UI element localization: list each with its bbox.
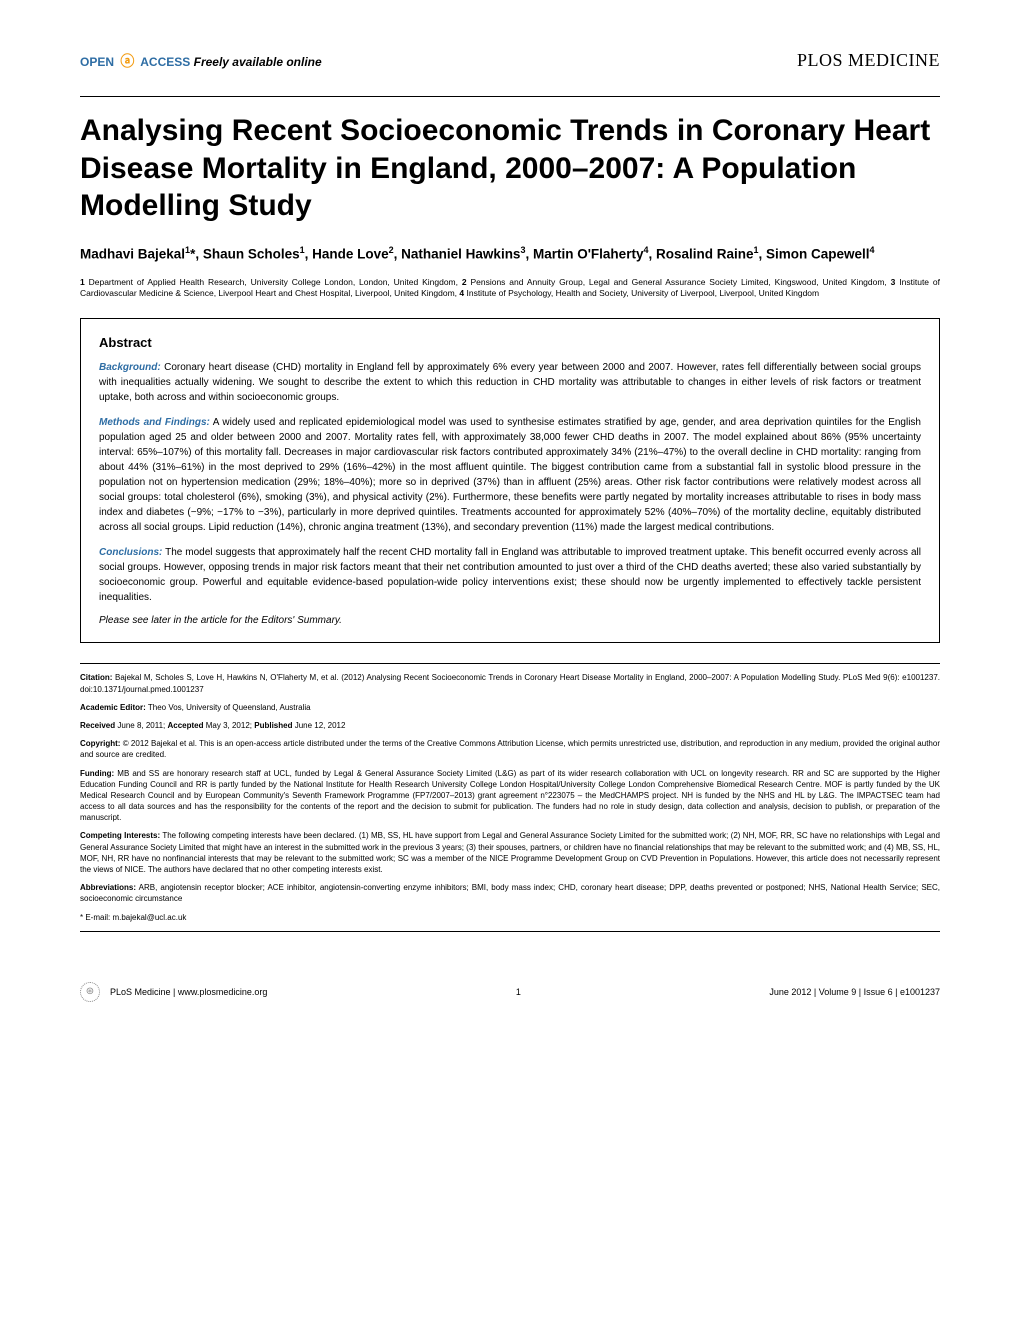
conclusions-text: The model suggests that approximately ha… bbox=[99, 547, 921, 603]
footer-issue-info: June 2012 | Volume 9 | Issue 6 | e100123… bbox=[769, 987, 940, 997]
abstract-conclusions: Conclusions: The model suggests that app… bbox=[99, 545, 921, 605]
affiliations: 1 Department of Applied Health Research,… bbox=[80, 277, 940, 301]
copyright-label: Copyright: bbox=[80, 739, 120, 748]
competing-text: The following competing interests have b… bbox=[80, 831, 940, 874]
email-label: * E-mail: bbox=[80, 913, 110, 922]
plos-icon: ⊛ bbox=[80, 982, 100, 1002]
copyright-text: © 2012 Bajekal et al. This is an open-ac… bbox=[80, 739, 940, 759]
meta-divider-top bbox=[80, 663, 940, 664]
funding-text: MB and SS are honorary research staff at… bbox=[80, 769, 940, 823]
published-text: June 12, 2012 bbox=[295, 721, 346, 730]
dates-block: Received June 8, 2011; Accepted May 3, 2… bbox=[80, 720, 940, 731]
editor-label: Academic Editor: bbox=[80, 703, 146, 712]
competing-interests-block: Competing Interests: The following compe… bbox=[80, 830, 940, 875]
footer-left: ⊛ PLoS Medicine | www.plosmedicine.org bbox=[80, 982, 267, 1002]
received-text: June 8, 2011; bbox=[117, 721, 165, 730]
methods-label: Methods and Findings: bbox=[99, 417, 210, 428]
editor-block: Academic Editor: Theo Vos, University of… bbox=[80, 702, 940, 713]
page-footer: ⊛ PLoS Medicine | www.plosmedicine.org 1… bbox=[80, 982, 940, 1002]
accepted-text: May 3, 2012; bbox=[206, 721, 252, 730]
journal-medicine: MEDICINE bbox=[848, 50, 940, 70]
abbreviations-block: Abbreviations: ARB, angiotensin receptor… bbox=[80, 882, 940, 904]
abbrev-label: Abbreviations: bbox=[80, 883, 136, 892]
abstract-methods: Methods and Findings: A widely used and … bbox=[99, 415, 921, 535]
freely-available-label: Freely available online bbox=[194, 55, 322, 69]
competing-label: Competing Interests: bbox=[80, 831, 160, 840]
email-text: m.bajekal@ucl.ac.uk bbox=[112, 913, 186, 922]
abstract-box: Abstract Background: Coronary heart dise… bbox=[80, 318, 940, 643]
author-list: Madhavi Bajekal1*, Shaun Scholes1, Hande… bbox=[80, 243, 940, 265]
abbrev-text: ARB, angiotensin receptor blocker; ACE i… bbox=[80, 883, 940, 903]
citation-text: Bajekal M, Scholes S, Love H, Hawkins N,… bbox=[80, 673, 940, 693]
funding-label: Funding: bbox=[80, 769, 114, 778]
editors-summary-note: Please see later in the article for the … bbox=[99, 615, 921, 626]
footer-page-number: 1 bbox=[516, 987, 521, 997]
funding-block: Funding: MB and SS are honorary research… bbox=[80, 768, 940, 824]
published-label: Published bbox=[254, 721, 292, 730]
abstract-heading: Abstract bbox=[99, 335, 921, 350]
header-divider bbox=[80, 96, 940, 97]
conclusions-label: Conclusions: bbox=[99, 547, 162, 558]
open-access-icon: ⓐ bbox=[120, 53, 134, 69]
received-label: Received bbox=[80, 721, 115, 730]
article-title: Analysing Recent Socioeconomic Trends in… bbox=[80, 112, 940, 225]
footer-journal-site: PLoS Medicine | www.plosmedicine.org bbox=[110, 987, 267, 997]
page-header: OPEN ⓐ ACCESS Freely available online PL… bbox=[80, 50, 940, 71]
meta-divider-bottom bbox=[80, 931, 940, 932]
corresponding-email-block: * E-mail: m.bajekal@ucl.ac.uk bbox=[80, 912, 940, 923]
access-label: ACCESS bbox=[140, 55, 190, 69]
accepted-label: Accepted bbox=[168, 721, 204, 730]
citation-label: Citation: bbox=[80, 673, 112, 682]
background-text: Coronary heart disease (CHD) mortality i… bbox=[99, 362, 921, 403]
open-access-badge: OPEN ⓐ ACCESS Freely available online bbox=[80, 51, 322, 71]
journal-plos: PLOS bbox=[797, 50, 843, 70]
editor-text: Theo Vos, University of Queensland, Aust… bbox=[148, 703, 311, 712]
copyright-block: Copyright: © 2012 Bajekal et al. This is… bbox=[80, 738, 940, 760]
journal-name: PLOS MEDICINE bbox=[797, 50, 940, 71]
open-label: OPEN bbox=[80, 55, 114, 69]
citation-block: Citation: Bajekal M, Scholes S, Love H, … bbox=[80, 672, 940, 694]
background-label: Background: bbox=[99, 362, 161, 373]
abstract-background: Background: Coronary heart disease (CHD)… bbox=[99, 360, 921, 405]
methods-text: A widely used and replicated epidemiolog… bbox=[99, 417, 921, 533]
